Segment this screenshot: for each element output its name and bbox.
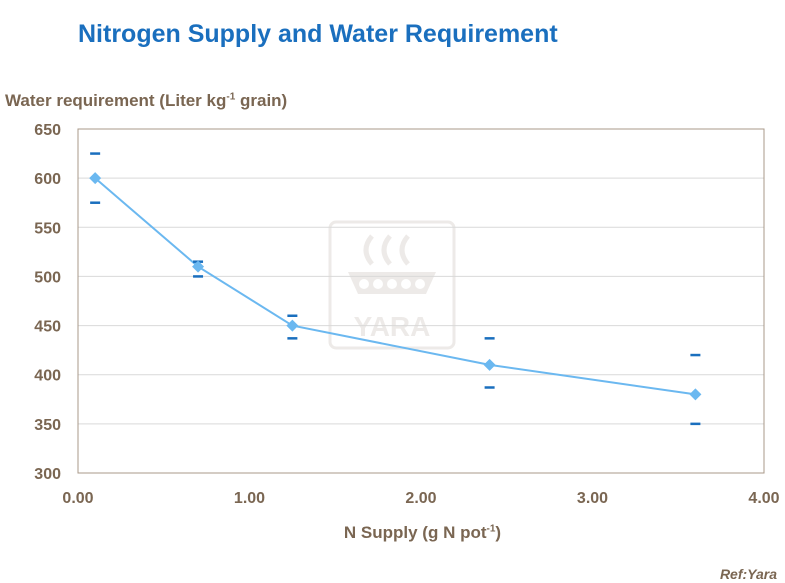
gridlines <box>78 128 764 474</box>
y-tick-label-600: 600 <box>34 171 61 188</box>
y-tick-label-300: 300 <box>34 466 61 483</box>
x-tick-label-1: 1.00 <box>234 490 265 507</box>
y-axis-label: Water requirement (Liter kg-1 grain) <box>5 91 287 111</box>
x-tick-label-0: 0.00 <box>62 490 93 507</box>
data-point-4 <box>689 388 702 401</box>
y-axis-label-main: Water requirement (Liter kg <box>5 91 227 110</box>
x-tick-label-2: 2.00 <box>405 490 436 507</box>
x-axis-label-sup: -1 <box>486 523 496 535</box>
y-tick-label-650: 650 <box>34 122 61 139</box>
series-layer <box>89 152 702 426</box>
x-axis-label-tail: ) <box>495 523 502 542</box>
x-axis-ticks: 0.00 1.00 2.00 3.00 4.00 <box>62 490 779 507</box>
reference-note: Ref:Yara <box>719 566 777 582</box>
y-tick-label-550: 550 <box>34 220 61 237</box>
plot-frame <box>77 128 765 474</box>
y-tick-label-450: 450 <box>34 319 61 336</box>
y-tick-label-500: 500 <box>34 269 61 286</box>
x-tick-label-4: 4.00 <box>748 490 779 507</box>
x-axis-label: N Supply (g N pot-1) <box>0 523 785 543</box>
y-axis-ticks: 300 350 400 450 500 550 600 650 <box>34 122 61 483</box>
y-axis-label-sup: -1 <box>226 91 236 103</box>
data-point-3 <box>483 358 496 371</box>
watermark-text: YARA <box>354 311 431 342</box>
data-point-1 <box>192 260 205 273</box>
y-tick-label-400: 400 <box>34 368 61 385</box>
yara-watermark-logo: YARA <box>328 220 456 350</box>
data-point-0 <box>89 172 102 185</box>
chart-title: Nitrogen Supply and Water Requirement <box>78 20 558 48</box>
data-point-2 <box>286 319 299 332</box>
x-axis-label-main: N Supply (g N pot <box>343 523 487 542</box>
x-tick-label-3: 3.00 <box>577 490 608 507</box>
y-axis-label-tail: grain) <box>235 91 288 110</box>
y-tick-label-350: 350 <box>34 417 61 434</box>
